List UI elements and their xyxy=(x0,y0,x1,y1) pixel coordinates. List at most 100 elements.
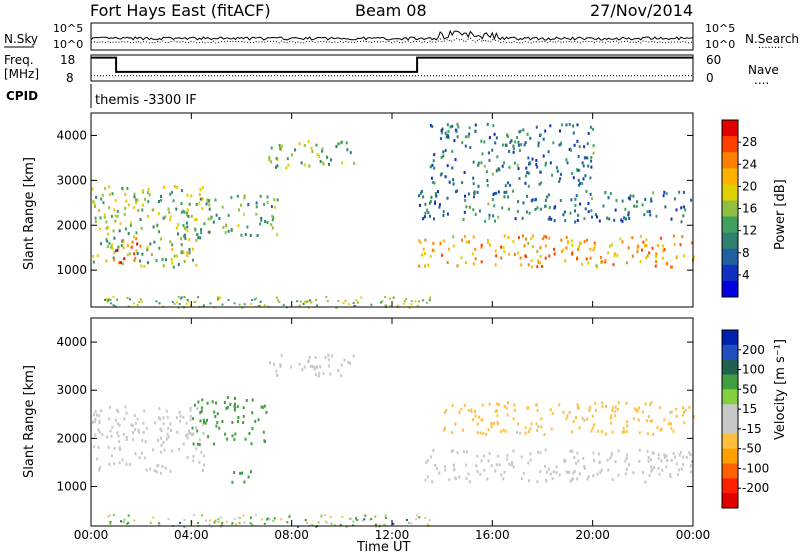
power-data-cell xyxy=(440,129,443,133)
noise-left-tick-top: 10^5 xyxy=(53,22,83,35)
power-data-ground-cell xyxy=(186,298,189,301)
power-data-cell xyxy=(591,197,593,201)
vel-data-cell xyxy=(467,409,470,413)
power-data-cell xyxy=(194,228,197,232)
colorbar-tick-label: -50 xyxy=(742,442,762,456)
vel-data-cell xyxy=(625,467,628,471)
vel-data-cell xyxy=(570,478,573,482)
power-data-cell xyxy=(451,149,454,153)
vel-data-cell xyxy=(520,477,523,481)
vel-data-cell xyxy=(451,404,454,408)
vel-data-cell xyxy=(650,401,653,405)
colorbar-swatch xyxy=(722,448,738,464)
power-data-cell xyxy=(494,219,496,223)
vel-data-ground-cell xyxy=(345,525,348,528)
power-data-cell xyxy=(171,261,173,265)
power-data-cell xyxy=(205,202,208,206)
colorbar-tick-label: -200 xyxy=(742,481,769,495)
power-data-cell xyxy=(444,131,447,135)
vel-data-cell xyxy=(626,424,629,428)
power-data-cell xyxy=(616,253,619,257)
power-data-cell xyxy=(330,158,332,162)
vel-data-cell xyxy=(600,430,603,434)
power-data-cell xyxy=(598,219,601,223)
vel-data-cell xyxy=(234,406,236,410)
vel-data-cell xyxy=(626,420,628,424)
power-data-cell xyxy=(237,224,240,228)
power-data-cell xyxy=(528,161,531,165)
power-data-cell xyxy=(175,207,178,211)
vel-data-cell xyxy=(483,468,486,472)
power-data-cell xyxy=(192,258,194,262)
power-data-cell xyxy=(436,190,439,194)
vel-data-cell xyxy=(465,463,468,467)
vel-data-cell xyxy=(527,461,530,465)
power-data-cell xyxy=(604,191,607,195)
power-data-cell xyxy=(464,144,467,148)
vel-data-cell xyxy=(142,431,145,434)
vel-data-cell xyxy=(430,455,433,459)
vel-data-cell xyxy=(683,421,686,425)
power-data-cell xyxy=(468,126,471,130)
power-data-cell xyxy=(103,215,106,219)
vel-data-ground-cell xyxy=(405,519,408,521)
power-data-cell xyxy=(469,146,472,149)
vel-data-cell xyxy=(564,459,567,463)
power-data-cell xyxy=(271,214,274,218)
vel-data-cell xyxy=(550,427,553,431)
vel-data-cell xyxy=(536,409,539,413)
power-data-cell xyxy=(558,143,561,147)
vel-data-cell xyxy=(494,469,497,473)
power-data-cell xyxy=(266,221,269,225)
vel-data-cell xyxy=(583,465,586,469)
vel-data-cell xyxy=(164,466,167,470)
power-data-cell xyxy=(439,137,442,141)
vel-data-cell xyxy=(650,419,653,423)
vel-data-cell xyxy=(115,418,118,422)
power-data-cell xyxy=(583,156,586,160)
power-data-ground-cell xyxy=(173,302,176,305)
vel-data-cell xyxy=(549,472,552,476)
power-data-cell xyxy=(133,235,136,239)
vel-data-cell xyxy=(690,470,693,474)
power-data-cell xyxy=(673,197,676,201)
vel-data-cell xyxy=(166,415,169,419)
power-data-cell xyxy=(198,193,201,197)
colorbar-swatch xyxy=(722,389,738,405)
vel-data-cell xyxy=(648,474,651,477)
vel-data-cell xyxy=(159,427,162,431)
power-data-cell xyxy=(541,264,544,268)
vel-data-cell xyxy=(678,453,681,457)
vel-data-cell xyxy=(659,428,662,432)
power-data-cell xyxy=(517,251,520,255)
colorbar-tick-label: -100 xyxy=(742,461,769,475)
vel-data-cell xyxy=(195,426,198,430)
power-data-cell xyxy=(478,209,481,213)
vel-data-cell xyxy=(444,410,446,414)
power-data-cell xyxy=(641,203,644,207)
power-data-cell xyxy=(147,214,150,218)
vel-data-cell xyxy=(251,398,254,402)
power-data-cell xyxy=(498,168,501,172)
vel-data-cell xyxy=(319,365,322,369)
power-data-cell xyxy=(212,220,215,224)
power-data-cell xyxy=(124,206,127,210)
vel-data-cell xyxy=(214,415,217,418)
vel-data-cell xyxy=(522,471,525,475)
power-data-cell xyxy=(529,136,532,140)
vel-data-cell xyxy=(549,408,552,412)
power-data-cell xyxy=(126,187,129,190)
power-data-cell xyxy=(577,155,580,159)
power-data-cell xyxy=(501,143,504,147)
vel-data-cell xyxy=(307,359,310,363)
power-data-ground-cell xyxy=(177,295,180,298)
vel-data-cell xyxy=(231,420,234,424)
power-data-cell xyxy=(589,192,592,196)
vel-data-cell xyxy=(591,426,594,430)
vel-data-cell xyxy=(498,463,501,467)
vel-data-cell xyxy=(558,473,561,477)
power-data-cell xyxy=(577,178,580,182)
vel-data-cell xyxy=(251,427,254,431)
